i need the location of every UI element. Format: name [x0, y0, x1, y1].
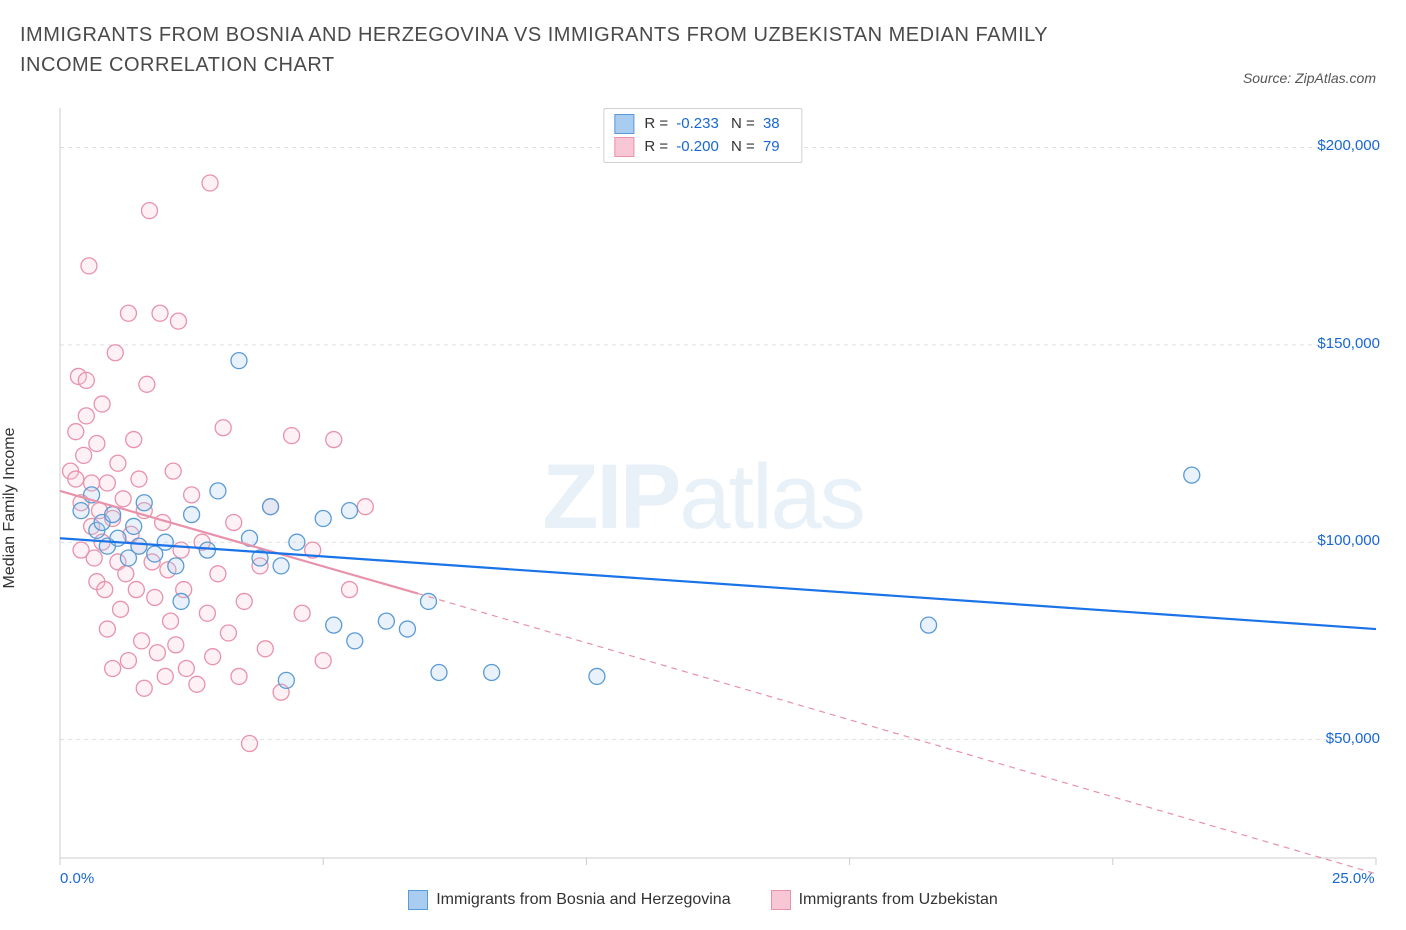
- legend-item-1: Immigrants from Uzbekistan: [771, 890, 998, 910]
- scatter-chart: [20, 108, 1386, 878]
- y-tick-label: $50,000: [1326, 730, 1380, 747]
- y-tick-label: $200,000: [1317, 137, 1380, 154]
- chart-title: IMMIGRANTS FROM BOSNIA AND HERZEGOVINA V…: [20, 20, 1120, 80]
- legend-label-1: Immigrants from Uzbekistan: [799, 891, 998, 909]
- stats-legend: R = -0.233 N = 38 R = -0.200 N = 79: [603, 108, 802, 163]
- n-label-0: N =: [731, 115, 755, 132]
- n-label-1: N =: [731, 138, 755, 155]
- stats-row-0: R = -0.233 N = 38: [614, 113, 787, 136]
- stats-row-1: R = -0.200 N = 79: [614, 136, 787, 159]
- r-label-0: R =: [644, 115, 668, 132]
- r-value-0: -0.233: [676, 115, 719, 132]
- legend-label-0: Immigrants from Bosnia and Herzegovina: [436, 891, 730, 909]
- legend-swatch-1: [771, 890, 791, 910]
- x-tick-label: 25.0%: [1332, 870, 1375, 887]
- y-axis-label: Median Family Income: [1, 428, 19, 589]
- chart-area: Median Family Income ZIPatlas R = -0.233…: [20, 108, 1386, 908]
- series-legend: Immigrants from Bosnia and Herzegovina I…: [20, 890, 1386, 910]
- y-tick-label: $150,000: [1317, 335, 1380, 352]
- source-attribution: Source: ZipAtlas.com: [1243, 70, 1376, 86]
- legend-item-0: Immigrants from Bosnia and Herzegovina: [408, 890, 730, 910]
- r-value-1: -0.200: [676, 138, 719, 155]
- legend-swatch-0: [408, 890, 428, 910]
- swatch-series-1: [614, 137, 634, 157]
- y-tick-label: $100,000: [1317, 532, 1380, 549]
- r-label-1: R =: [644, 138, 668, 155]
- swatch-series-0: [614, 114, 634, 134]
- n-value-0: 38: [763, 115, 780, 132]
- x-tick-label: 0.0%: [60, 870, 94, 887]
- n-value-1: 79: [763, 138, 780, 155]
